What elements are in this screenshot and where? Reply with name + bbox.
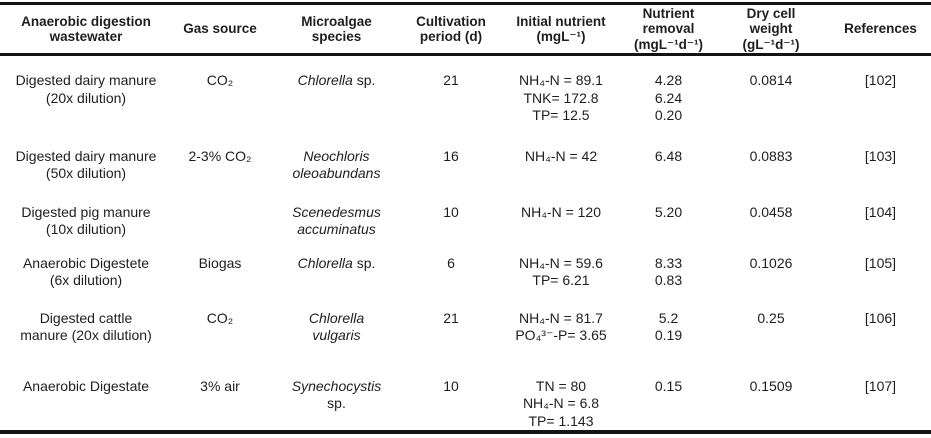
cell-wastewater: Digested dairy manure (50x dilution)	[15, 147, 157, 182]
cell-nutrient-removal: 0.15	[654, 377, 683, 394]
cell-initial-nutrient: NH₄-N = 89.1 TNK= 172.8 TP= 12.5	[519, 72, 603, 123]
cell-reference: [107]	[864, 377, 897, 394]
cell-species: Scenedesmus accuminatus	[268, 201, 405, 254]
cell-nutrient-removal: 5.2 0.19	[654, 309, 683, 344]
header-microalgae-species: Microalgae species	[301, 13, 372, 45]
cell-cultivation-period: 10	[443, 377, 459, 394]
cell-species: Chlorella sp.	[268, 55, 405, 146]
cell-gas-source: CO₂	[206, 72, 234, 88]
cell-nutrient-removal: 4.28 6.24 0.20	[654, 72, 683, 123]
species-name-italic: Neochloris oleoabundans	[292, 147, 381, 182]
cell-nutrient-removal: 8.33 0.83	[654, 254, 683, 289]
cell-cultivation-period: 6	[447, 254, 455, 271]
cell-gas-source: CO₂	[206, 309, 234, 326]
species-name-italic: Chlorella	[297, 72, 353, 88]
cell-species: Chlorella sp.	[268, 254, 405, 309]
cell-initial-nutrient: NH₄-N = 120	[520, 203, 602, 220]
cell-nutrient-removal: 5.20	[654, 203, 683, 220]
header-row: Anaerobic digestion wastewater Gas sourc…	[0, 3, 931, 55]
header-dry-cell-weight: Dry cell weight (gL⁻¹d⁻¹)	[742, 5, 800, 52]
table-row: Digested cattle manure (20x dilution) CO…	[0, 309, 931, 377]
cell-reference: [106]	[864, 309, 897, 326]
cell-species: Neochloris oleoabundans	[268, 146, 405, 201]
table-row: Digested dairy manure (20x dilution) CO₂…	[0, 55, 931, 146]
cell-wastewater: Anaerobic Digestate	[22, 377, 150, 394]
cell-cultivation-period: 21	[443, 72, 459, 88]
cell-species: Chlorella vulgaris	[268, 309, 405, 377]
header-cultivation-period: Cultivation period (d)	[416, 13, 486, 45]
cell-gas-source: Biogas	[198, 254, 242, 271]
table-row: Digested dairy manure (50x dilution) 2-3…	[0, 146, 931, 201]
cell-reference: [102]	[864, 72, 897, 88]
cell-initial-nutrient: NH₄-N = 42	[524, 147, 598, 164]
cell-dry-cell-weight: 0.0814	[749, 72, 793, 88]
cell-reference: [104]	[864, 203, 897, 220]
cell-cultivation-period: 10	[443, 203, 459, 220]
table-row: Anaerobic Digestete (6x dilution) Biogas…	[0, 254, 931, 309]
cell-wastewater: Digested pig manure (10x dilution)	[21, 203, 151, 238]
header-wastewater: Anaerobic digestion wastewater	[21, 13, 151, 45]
header-initial-nutrient: Initial nutrient (mgL⁻¹)	[516, 13, 606, 45]
cell-cultivation-period: 21	[443, 309, 459, 326]
cell-dry-cell-weight: 0.0458	[749, 203, 793, 220]
table-row: Anaerobic Digestate 3% air Synechocystis…	[0, 377, 931, 433]
cell-reference: [105]	[864, 254, 897, 271]
cell-gas-source	[172, 201, 268, 254]
cell-gas-source: 3% air	[200, 377, 240, 394]
cell-cultivation-period: 16	[443, 147, 459, 164]
cell-wastewater: Anaerobic Digestete (6x dilution)	[22, 254, 150, 289]
species-name-italic: Chlorella vulgaris	[308, 309, 365, 344]
species-name-roman: sp.	[352, 72, 376, 88]
cell-gas-source: 2-3% CO₂	[188, 147, 252, 164]
cell-dry-cell-weight: 0.1509	[749, 377, 793, 394]
header-references: References	[844, 21, 917, 37]
cell-dry-cell-weight: 0.1026	[749, 254, 793, 271]
cell-wastewater: Digested dairy manure (20x dilution)	[15, 72, 157, 106]
header-nutrient-removal: Nutrient removal (mgL⁻¹d⁻¹)	[634, 5, 703, 52]
species-name-roman: sp.	[352, 254, 376, 271]
species-name-italic: Scenedesmus accuminatus	[292, 203, 381, 238]
cell-wastewater: Digested cattle manure (20x dilution)	[20, 309, 152, 344]
species-name-italic: Chlorella	[297, 254, 353, 271]
cell-initial-nutrient: NH₄-N = 59.6 TP= 6.21	[519, 254, 603, 289]
header-gas-source: Gas source	[183, 21, 257, 37]
cell-species: Synechocystis sp.	[268, 377, 405, 433]
cell-initial-nutrient: TN = 80 NH₄-N = 6.8 TP= 1.143	[522, 377, 600, 429]
cell-reference: [103]	[864, 147, 897, 164]
cell-dry-cell-weight: 0.0883	[749, 147, 793, 164]
cell-initial-nutrient: NH₄-N = 81.7 PO₄³⁻-P= 3.65	[515, 309, 607, 344]
cell-dry-cell-weight: 0.25	[757, 309, 785, 326]
cell-nutrient-removal: 6.48	[654, 147, 683, 164]
species-name-roman: sp.	[327, 395, 346, 411]
species-name-italic: Synechocystis	[291, 377, 382, 394]
table-row: Digested pig manure (10x dilution) Scene…	[0, 201, 931, 254]
